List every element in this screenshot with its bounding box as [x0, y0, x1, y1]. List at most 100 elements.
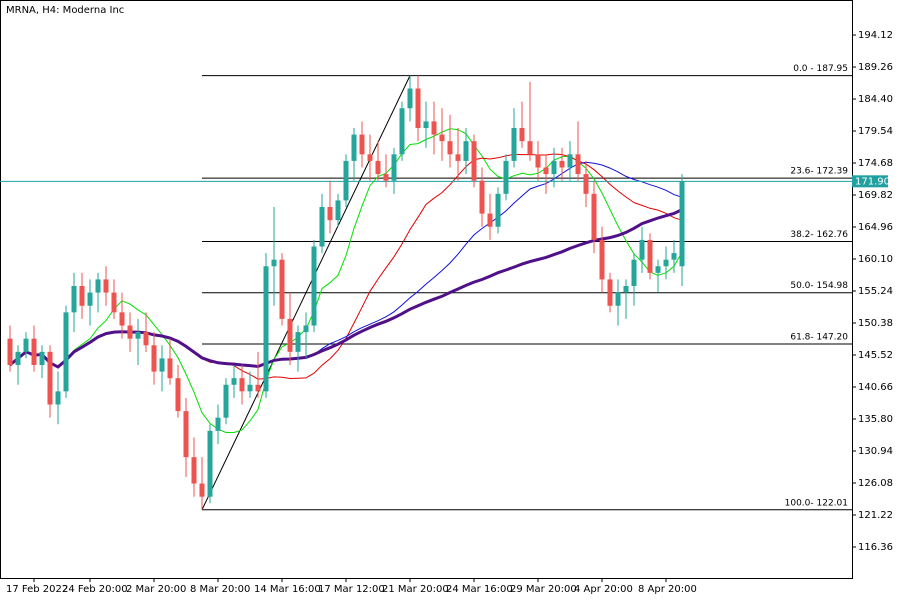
- candle-body: [287, 318, 293, 352]
- candle-body: [143, 332, 149, 346]
- candle-body: [199, 483, 205, 497]
- candle-body: [615, 292, 621, 306]
- candle-body: [455, 154, 461, 161]
- candle-body: [623, 286, 629, 293]
- candle-body: [423, 121, 429, 128]
- candle-body: [375, 160, 381, 175]
- fib-label: 50.0- 154.98: [790, 281, 848, 291]
- candle-body: [519, 127, 525, 142]
- x-tick-label: 2 Mar 20:00: [126, 584, 186, 595]
- x-tick-label: 24 Feb 20:00: [62, 584, 128, 595]
- candle-body: [631, 259, 637, 287]
- candle-body: [15, 351, 21, 366]
- x-tick-label: 17 Feb 2022: [6, 584, 68, 595]
- candle-body: [447, 141, 453, 155]
- y-tick-label: 174.68: [858, 158, 893, 169]
- fib-label: 0.0 - 187.95: [793, 64, 848, 74]
- fib-label: 100.0- 122.01: [785, 498, 848, 508]
- y-tick-label: 135.80: [858, 414, 893, 425]
- candle-body: [527, 141, 533, 155]
- candle-body: [247, 384, 253, 392]
- fib-label: 61.8- 147.20: [790, 332, 848, 342]
- candle-body: [111, 292, 117, 313]
- candle-body: [407, 88, 413, 109]
- candle-body: [119, 312, 125, 326]
- candle-body: [679, 181, 685, 267]
- candle-body: [87, 292, 93, 306]
- y-tick-label: 116.36: [858, 542, 893, 553]
- y-tick-label: 121.22: [858, 510, 893, 521]
- candle-body: [343, 160, 349, 201]
- candle-body: [303, 325, 309, 333]
- x-tick-label: 8 Apr 20:00: [638, 584, 697, 595]
- plot-frame: [0, 0, 853, 579]
- candle-body: [471, 141, 477, 181]
- candle-body: [79, 286, 85, 306]
- candle-body: [255, 384, 261, 392]
- current-price-box: [852, 175, 888, 188]
- candle-body: [367, 154, 373, 161]
- candle-body: [663, 259, 669, 267]
- candle-body: [431, 121, 437, 135]
- candle-body: [487, 213, 493, 227]
- candle-body: [223, 384, 229, 418]
- candle-body: [567, 154, 573, 168]
- candle-body: [591, 193, 597, 240]
- candle-body: [135, 332, 141, 339]
- y-tick-label: 126.08: [858, 478, 893, 489]
- y-tick-label: 155.24: [858, 286, 893, 297]
- candle-body: [55, 391, 61, 405]
- y-tick-label: 169.82: [858, 190, 893, 201]
- candle-body: [295, 332, 301, 352]
- candle-body: [575, 154, 581, 175]
- candle-body: [607, 279, 613, 306]
- candle-body: [535, 154, 541, 168]
- candle-body: [231, 378, 237, 385]
- chart-title: MRNA, H4: Moderna Inc: [6, 5, 124, 16]
- current-price-label: 171.90: [855, 176, 890, 187]
- candle-body: [543, 167, 549, 175]
- candle-body: [127, 325, 133, 339]
- candle-body: [159, 358, 165, 372]
- y-tick-label: 130.94: [858, 446, 893, 457]
- y-tick-label: 140.66: [858, 382, 893, 393]
- candle-body: [335, 200, 341, 221]
- x-tick-label: 24 Mar 16:00: [446, 584, 513, 595]
- candle-body: [103, 279, 109, 293]
- candle-body: [351, 134, 357, 161]
- candle-body: [391, 154, 397, 181]
- candle-body: [207, 430, 213, 497]
- candle-body: [311, 246, 317, 326]
- candle-body: [399, 108, 405, 155]
- candle-body: [463, 141, 469, 161]
- candle-body: [191, 457, 197, 484]
- candle-body: [327, 206, 333, 221]
- y-tick-label: 145.52: [858, 350, 893, 361]
- moving-average: [9, 208, 683, 369]
- y-tick-label: 179.54: [858, 126, 893, 137]
- y-tick-label: 160.10: [858, 254, 893, 265]
- fib-label: 23.6- 172.39: [790, 167, 848, 177]
- candle-body: [359, 134, 365, 155]
- candle-body: [479, 180, 485, 214]
- candle-body: [511, 127, 517, 161]
- candle-body: [71, 286, 77, 313]
- candle-body: [263, 266, 269, 392]
- candle-body: [279, 259, 285, 319]
- candle-body: [551, 160, 557, 175]
- candle-body: [599, 239, 605, 280]
- fib-label: 38.2- 162.76: [790, 230, 848, 240]
- x-tick-label: 8 Mar 20:00: [190, 584, 250, 595]
- candle-body: [271, 259, 277, 267]
- candle-body: [647, 239, 653, 273]
- candle-body: [503, 160, 509, 194]
- candle-body: [7, 338, 13, 366]
- candle-body: [95, 279, 101, 293]
- y-tick-label: 164.96: [858, 222, 893, 233]
- x-tick-label: 4 Apr 20:00: [574, 584, 633, 595]
- candle-body: [655, 266, 661, 273]
- candle-body: [239, 378, 245, 392]
- fib-trend: [201, 75, 411, 511]
